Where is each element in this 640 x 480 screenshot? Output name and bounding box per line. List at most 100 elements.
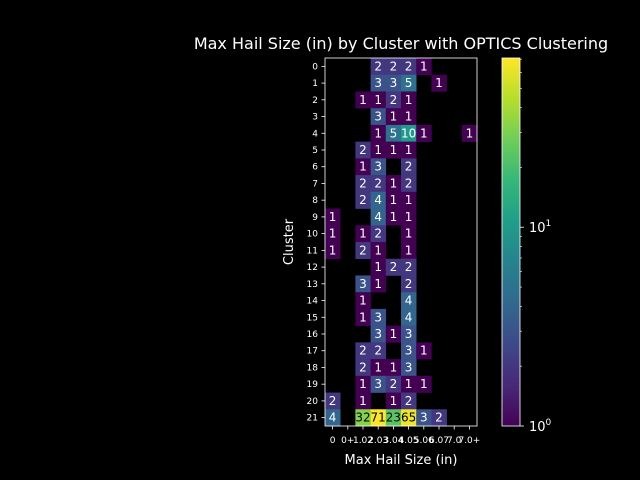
heatmap-cell bbox=[355, 275, 371, 293]
cell-value-label: 3 bbox=[374, 377, 382, 391]
heatmap-cell bbox=[355, 375, 371, 393]
cell-value-label: 3 bbox=[374, 110, 382, 124]
heatmap-cell bbox=[401, 74, 417, 92]
x-tick-label: 7.0 bbox=[447, 436, 462, 446]
cell-value-label: 1 bbox=[374, 126, 382, 140]
cell-value-label: 1 bbox=[359, 294, 367, 308]
x-tick-label: 0 bbox=[330, 436, 336, 446]
heatmap-cell bbox=[401, 58, 417, 76]
heatmap-cell bbox=[401, 342, 417, 360]
cell-value-label: 2 bbox=[374, 59, 382, 73]
cell-value-label: 5 bbox=[405, 76, 413, 90]
cell-value-label: 65 bbox=[401, 411, 416, 425]
cell-value-label: 1 bbox=[359, 227, 367, 241]
cell-value-label: 2 bbox=[390, 377, 398, 391]
cell-value-label: 2 bbox=[405, 260, 413, 274]
heatmap-cell bbox=[431, 409, 447, 427]
heatmap-cell bbox=[416, 342, 432, 360]
cell-value-label: 2 bbox=[390, 260, 398, 274]
heatmap-cell bbox=[401, 158, 417, 176]
heatmap-cell bbox=[370, 308, 387, 326]
heatmap-cell bbox=[370, 108, 387, 126]
x-tick-label: 0+ bbox=[341, 436, 354, 446]
cell-value-label: 1 bbox=[374, 93, 382, 107]
cell-value-label: 2 bbox=[359, 360, 367, 374]
cell-value-label: 1 bbox=[405, 377, 413, 391]
heatmap-cell bbox=[401, 392, 417, 410]
cell-value-label: 3 bbox=[374, 76, 382, 90]
heatmap-cells: 2 2 2 13 3 5 11 1 2 13 1 11 5 10 1 12 1 1 11 3 22 2 1 22 4 1 11 4 1 1… bbox=[325, 58, 478, 427]
heatmap-cell bbox=[401, 325, 417, 343]
x-tick-label: 2.03 bbox=[368, 436, 388, 446]
cell-value-label: 1 bbox=[374, 277, 382, 291]
cell-value-label: 2 bbox=[359, 243, 367, 257]
cell-value-label: 1 bbox=[329, 210, 337, 224]
y-tick-label: 18 bbox=[307, 363, 319, 373]
heatmap-cell bbox=[401, 409, 417, 427]
heatmap-cell bbox=[401, 191, 417, 209]
cell-value-label: 1 bbox=[405, 210, 413, 224]
heatmap-cell bbox=[370, 325, 387, 343]
cell-value-label: 1 bbox=[374, 143, 382, 157]
cell-value-label: 2 bbox=[359, 143, 367, 157]
cell-value-label: 1 bbox=[420, 126, 428, 140]
heatmap-cell bbox=[355, 175, 371, 193]
heatmap-cell bbox=[385, 409, 402, 427]
heatmap-cell bbox=[461, 124, 478, 142]
cell-value-label: 3 bbox=[374, 327, 382, 341]
y-tick-label: 21 bbox=[307, 414, 318, 424]
x-tick-label: 5.06 bbox=[414, 436, 434, 446]
y-tick-label: 3 bbox=[312, 113, 318, 123]
cell-value-label: 1 bbox=[405, 227, 413, 241]
cell-value-label: 1 bbox=[435, 76, 443, 90]
cell-value-label: 1 bbox=[359, 93, 367, 107]
heatmap-cell bbox=[370, 275, 387, 293]
cell-value-label: 3 bbox=[374, 160, 382, 174]
colorbar-tick-label: 101 bbox=[529, 219, 551, 236]
heatmap-cell bbox=[325, 242, 341, 260]
heatmap-cell bbox=[370, 409, 387, 427]
cell-value-label: 32 bbox=[355, 411, 370, 425]
cell-value-label: 1 bbox=[390, 210, 398, 224]
heatmap-cell bbox=[401, 91, 417, 109]
heatmap-cell bbox=[355, 308, 371, 326]
y-tick-label: 17 bbox=[307, 347, 318, 357]
heatmap-cell bbox=[355, 409, 371, 427]
heatmap-cell bbox=[325, 208, 341, 226]
heatmap-cell bbox=[416, 124, 432, 142]
heatmap-cell bbox=[385, 208, 402, 226]
x-axis-ticks: 0 0+1.022.033.044.055.066.077.07.0+ bbox=[330, 426, 480, 446]
heatmap-cell bbox=[325, 225, 341, 243]
heatmap-cell bbox=[385, 325, 402, 343]
cell-value-label: 1 bbox=[390, 110, 398, 124]
cell-value-label: 1 bbox=[329, 227, 337, 241]
heatmap-cell bbox=[355, 158, 371, 176]
heatmap-cell bbox=[370, 342, 387, 360]
heatmap-cell bbox=[355, 292, 371, 310]
heatmap-cell bbox=[370, 58, 387, 76]
cell-value-label: 1 bbox=[329, 243, 337, 257]
cell-value-label: 2 bbox=[405, 59, 413, 73]
cell-value-label: 10 bbox=[401, 126, 416, 140]
heatmap-cell bbox=[401, 258, 417, 276]
y-tick-label: 0 bbox=[312, 62, 318, 72]
cell-value-label: 1 bbox=[390, 360, 398, 374]
cell-value-label: 2 bbox=[374, 344, 382, 358]
heatmap-cell bbox=[370, 124, 387, 142]
cell-value-label: 2 bbox=[405, 394, 413, 408]
cell-value-label: 1 bbox=[420, 59, 428, 73]
cell-value-label: 4 bbox=[374, 210, 382, 224]
heatmap-cell bbox=[385, 392, 402, 410]
cell-value-label: 3 bbox=[405, 360, 413, 374]
heatmap-cell bbox=[325, 392, 341, 410]
heatmap-cell bbox=[370, 208, 387, 226]
heatmap-cell bbox=[355, 392, 371, 410]
heatmap-cell bbox=[385, 108, 402, 126]
cell-value-label: 2 bbox=[390, 93, 398, 107]
heatmap-cell bbox=[385, 91, 402, 109]
heatmap-cell bbox=[370, 258, 387, 276]
heatmap-cell bbox=[401, 275, 417, 293]
cell-value-label: 2 bbox=[359, 193, 367, 207]
cell-value-label: 3 bbox=[390, 76, 398, 90]
y-tick-label: 14 bbox=[307, 297, 319, 307]
